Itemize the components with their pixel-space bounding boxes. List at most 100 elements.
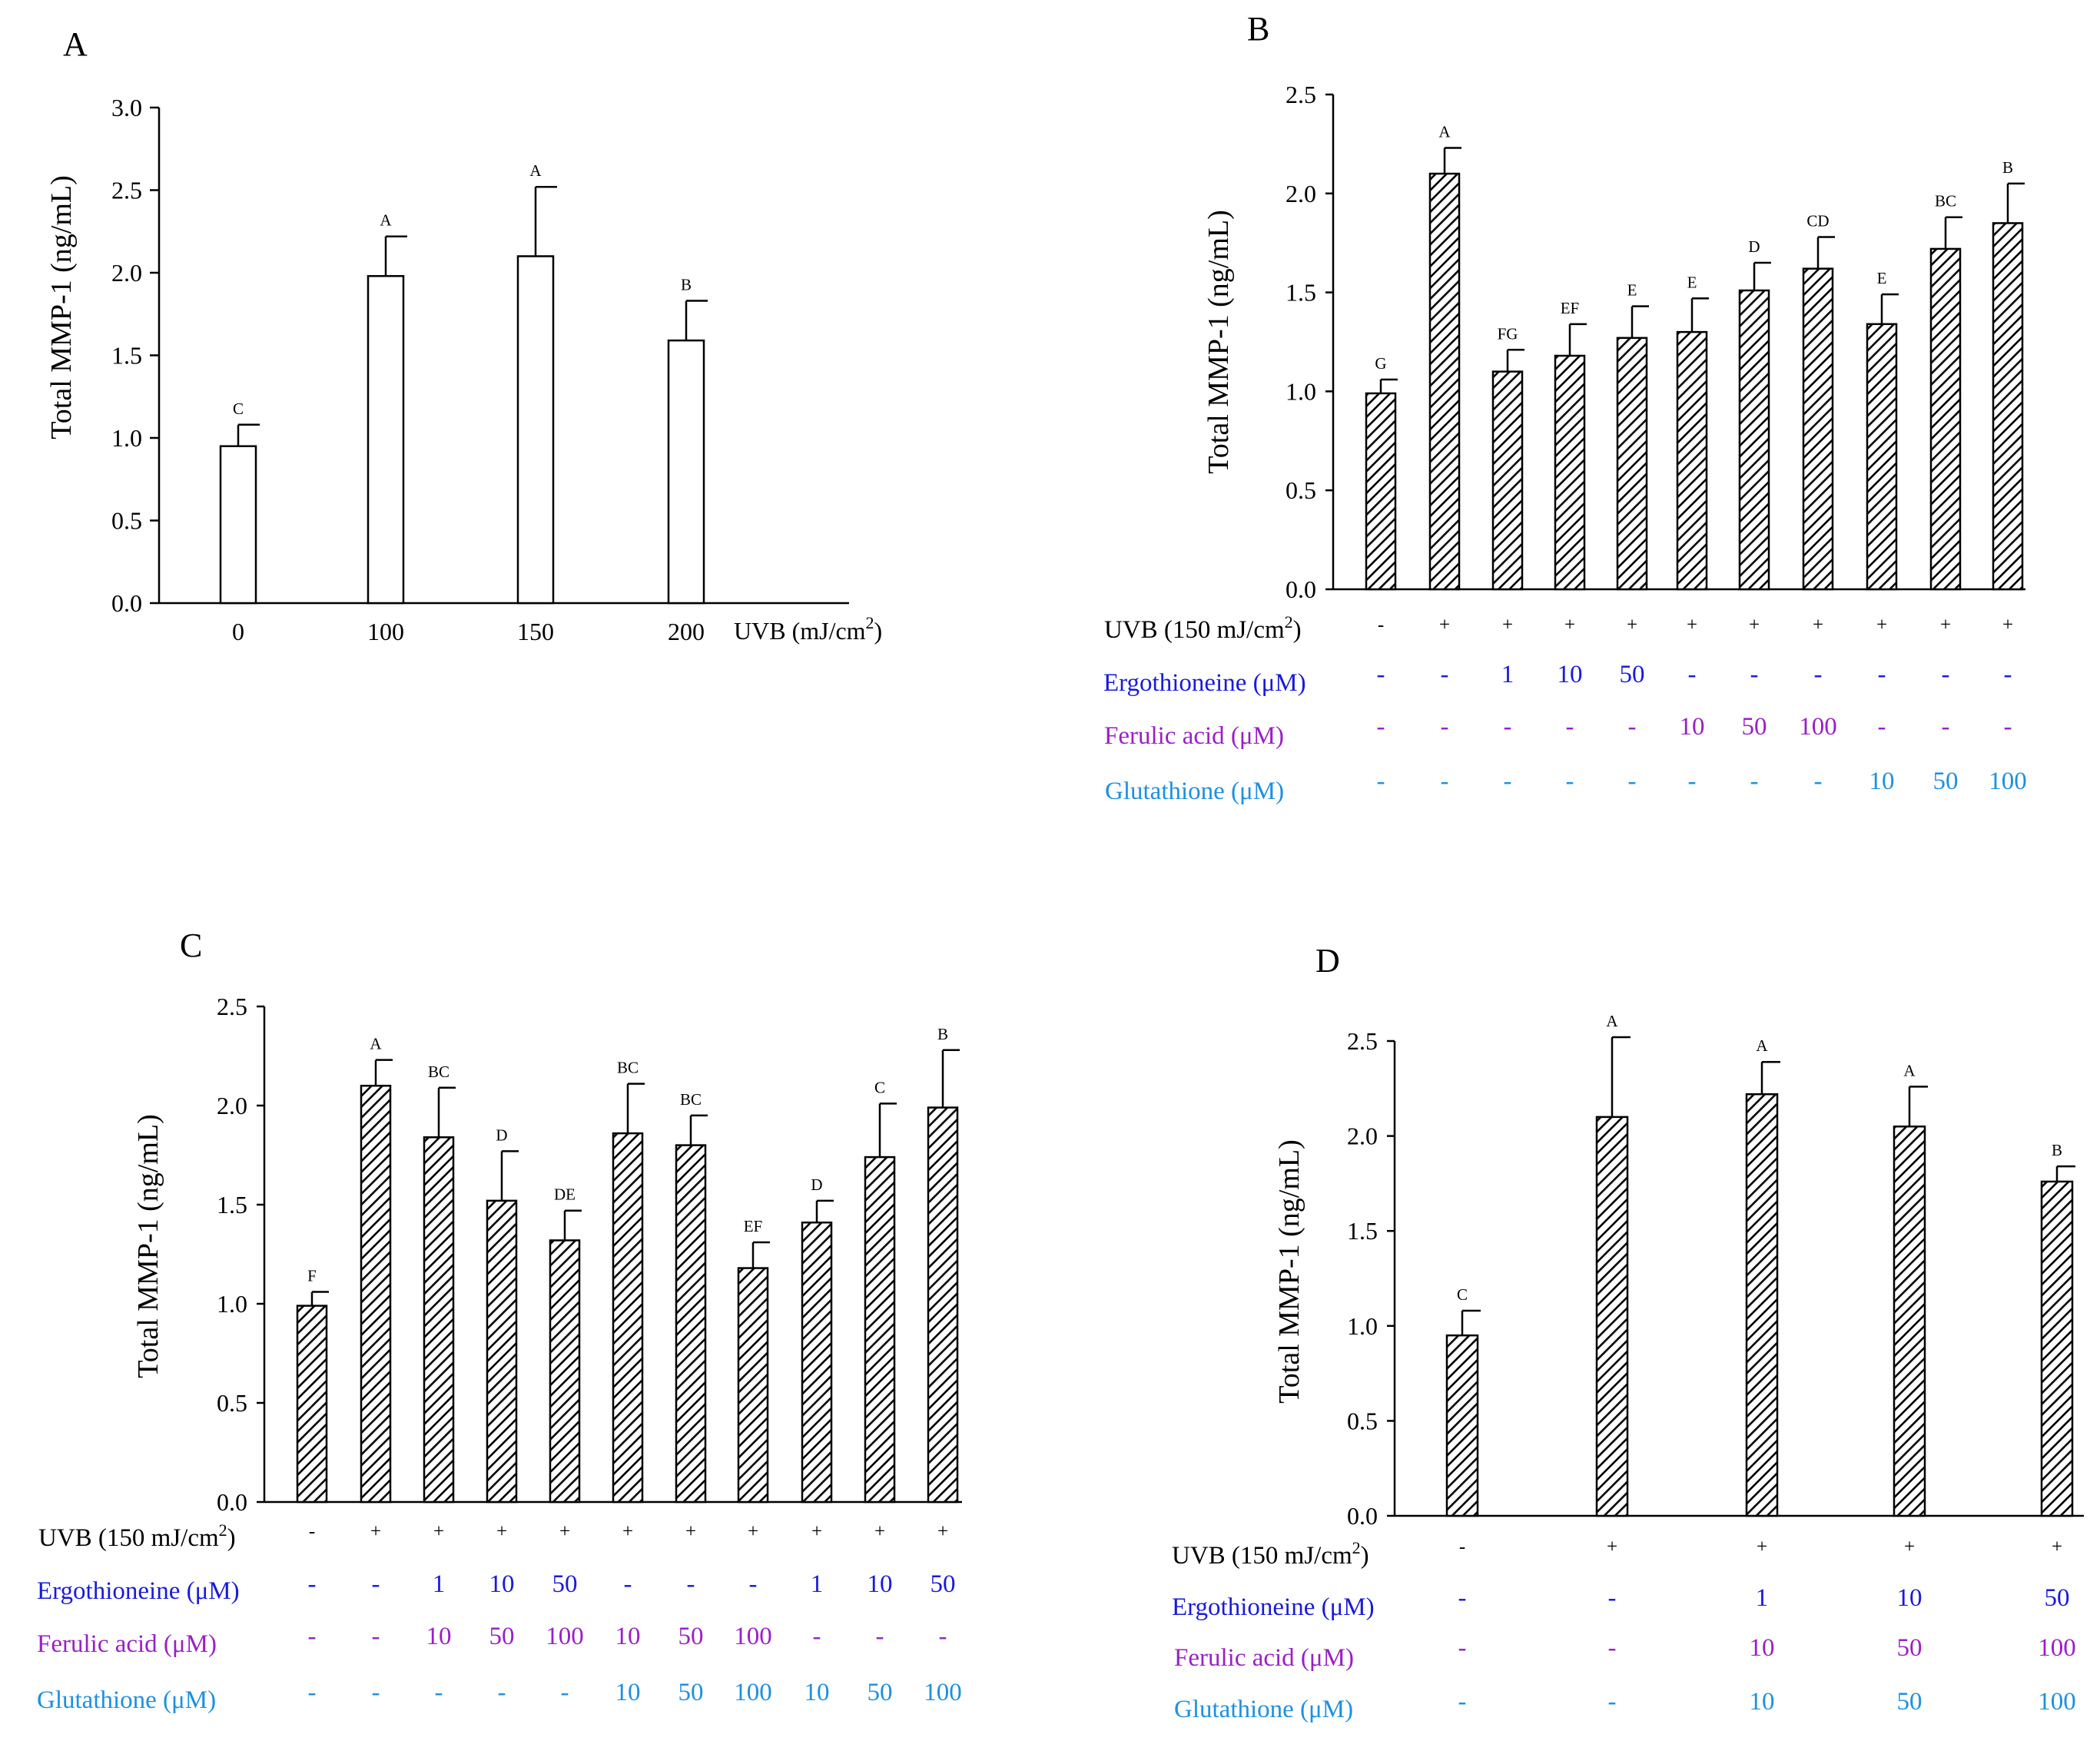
panel-c-y-tick-label: 0.5 [217,1389,247,1417]
panel-b-row-ferulic_acid-cell: - [1377,713,1385,741]
panel-b-row-glutathione-cell: - [1377,768,1385,795]
panel-c-row-ergothioneine-cell: - [624,1570,632,1598]
panel-b-ylabel: Total MMP-1 (ng/mL) [1203,210,1235,474]
panel-c-bar [737,1267,769,1504]
panel-c-row-ergothioneine-cell: 10 [489,1570,515,1598]
panel-b-row-ferulic_acid-cell: - [1628,713,1637,741]
panel-d-significance-label: A [1606,1012,1618,1030]
panel-d-row-ferulic_acid-cell: - [1458,1634,1467,1662]
panel-b-row-ergothioneine-cell: 1 [1501,661,1514,688]
panel-c-bar [486,1199,518,1504]
panel-c-row-black-cell: + [811,1521,822,1542]
panel-a-bar [219,445,257,605]
panel-b-row-ergothioneine-cell: - [2004,661,2012,688]
panel-d-row-ferulic_acid-cell: 100 [2038,1634,2076,1662]
panel-b-row-ergothioneine-cell: - [1814,661,1823,688]
panel-c-row-glutathione-cell: 100 [734,1679,772,1706]
panel-c-row-black-cell: + [370,1521,381,1542]
panel-b-significance-label: B [2002,158,2013,177]
panel-d-bar [1445,1334,1479,1517]
panel-b-significance-label: E [1627,281,1637,300]
panel-d-row-ergothioneine-cell: 10 [1897,1584,1923,1612]
panel-b-row-black-cell: + [1876,615,1887,635]
panel-b-row-glutathione-cell: - [1688,768,1697,795]
panel-b-row-ferulic_acid-cell: 100 [1799,713,1837,741]
panel-b-y-tick-label: 2.5 [1286,81,1316,108]
panel-b-row-ergothioneine-cell: - [1750,661,1759,688]
panel-b-row-label-ferulic-acid: Ferulic acid (μM) [1104,722,1284,750]
panel-c-bar [549,1239,581,1504]
panel-d-row-label-glutathione: Glutathione (μM) [1174,1696,1353,1723]
panel-c-row-ergothioneine-cell: 10 [868,1570,893,1598]
panel-c-significance-label: EF [744,1217,763,1235]
panel-c-y-tick-label: 0.0 [217,1488,247,1516]
panel-c-row-glutathione-cell: 10 [805,1679,830,1706]
panel-a-y-tick-label: 1.5 [111,342,142,370]
panel-b-row-ergothioneine-cell: 50 [1620,661,1645,688]
panel-c-row-ergothioneine-cell: 1 [433,1570,446,1598]
panel-b-row-ergothioneine-cell: - [1688,661,1697,688]
panel-c-row-ergothioneine-cell: - [372,1570,380,1598]
panel-c-row-black-cell: + [622,1521,633,1542]
panel-c-significance-label: D [811,1175,822,1194]
panel-c-row-ergothioneine-cell: 50 [552,1570,578,1598]
panel-d-y-tick-label: 0.5 [1347,1407,1378,1434]
panel-c-significance-label: C [874,1078,885,1096]
panel-d-row-label-ergothioneine: Ergothioneine (μM) [1172,1593,1375,1621]
panel-b-significance-label: CD [1806,211,1829,230]
panel-d-bar [1893,1125,1926,1517]
panel-c-significance-label: BC [428,1063,450,1081]
panel-b-y-tick-label: 1.5 [1286,279,1316,307]
panel-c-row-glutathione-cell: - [435,1679,443,1706]
panel-b-bar [1802,267,1834,591]
panel-b-row-ergothioneine-cell: 10 [1558,661,1583,688]
panel-c-row-glutathione-cell: - [372,1679,380,1706]
panel-c-bar [612,1132,644,1504]
panel-b-significance-label: A [1438,123,1451,141]
panel-b-row-black-cell: + [1940,615,1951,635]
panel-c-row-ferulic_acid-cell: 100 [546,1623,584,1650]
panel-b-row-label-glutathione: Glutathione (μM) [1105,778,1284,805]
panel-d-row-ferulic_acid-cell: - [1608,1634,1617,1662]
panel-a-category-label: 150 [517,618,554,645]
panel-c-bar [423,1136,455,1504]
panel-a-y-tick-label: 3.0 [111,94,142,121]
panel-b-row-ferulic_acid-cell: - [1441,713,1449,741]
panel-c-row-black-cell: + [433,1521,444,1542]
panel-b-significance-label: D [1748,237,1760,256]
panel-c-significance-label: D [496,1126,507,1144]
panel-label-b: B [1247,10,1269,48]
panel-d-row-ergothioneine-cell: 1 [1756,1584,1769,1612]
panel-b-row-glutathione-cell: - [1504,768,1512,795]
panel-c-row-ergothioneine-cell: - [308,1570,317,1598]
panel-b-row-ferulic_acid-cell: 10 [1680,713,1705,741]
panel-d-row-label-ferulic-acid: Ferulic acid (μM) [1174,1644,1354,1672]
panel-d-significance-label: A [1903,1061,1916,1079]
panel-c-bar [801,1221,833,1504]
panel-c-row-glutathione-cell: 50 [868,1679,893,1706]
panel-label-d: D [1315,942,1340,980]
panel-a-category-label: 200 [668,618,705,645]
panel-a-bar [667,339,705,605]
panel-b-row-black-cell: + [1439,615,1450,635]
panel-b-bar [1866,323,1898,591]
panel-a-ylabel: Total MMP-1 (ng/mL) [45,175,78,439]
panel-c-row-ferulic_acid-cell: - [308,1623,317,1650]
panel-d-row-ergothioneine-cell: 50 [2045,1584,2070,1612]
panel-c-row-ferulic_acid-cell: - [939,1623,947,1650]
panel-b-row-black-cell: + [1502,615,1513,635]
panel-a-y-tick-label: 2.0 [111,259,142,287]
panel-a-significance-label: B [681,276,692,294]
panel-d-significance-label: C [1457,1285,1468,1304]
panel-b-significance-label: FG [1498,324,1518,343]
panel-c-y-tick-label: 1.5 [217,1191,247,1219]
panel-c-row-ferulic_acid-cell: - [372,1623,380,1650]
panel-b-row-glutathione-cell: - [1566,768,1574,795]
panel-b-bar [1738,289,1770,591]
panel-d-y-tick-label: 1.5 [1347,1217,1378,1245]
panel-d-row-glutathione-cell: - [1608,1688,1617,1716]
panel-a-significance-label: C [233,400,244,418]
panel-c-bar [360,1084,392,1504]
panel-b-row-glutathione-cell: - [1750,768,1759,795]
